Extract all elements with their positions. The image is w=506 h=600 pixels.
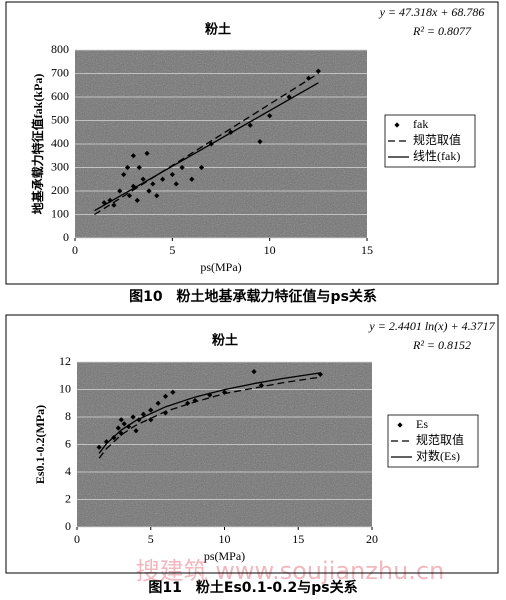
- legend-label: Es: [416, 417, 428, 431]
- data-point: [115, 425, 121, 431]
- y-tick-label: 0: [63, 230, 69, 244]
- data-point: [140, 176, 146, 182]
- y-tick-label: 300: [51, 159, 69, 173]
- y-tick-label: 500: [51, 112, 69, 126]
- x-tick-label: 15: [361, 243, 373, 257]
- chart-frame: [5, 1, 499, 285]
- y-tick-label: 400: [51, 136, 69, 150]
- data-point: [148, 407, 154, 413]
- figure-caption: 图10 粉土地基承载力特征值与ps关系: [129, 288, 377, 305]
- figure-caption: 图11 粉土Es0.1-0.2与ps关系: [148, 579, 357, 596]
- y-tick-label: 700: [51, 65, 69, 79]
- data-point: [133, 428, 139, 434]
- x-tick-label: 10: [264, 243, 276, 257]
- x-axis-label: ps(MPa): [204, 549, 245, 563]
- x-tick-label: 20: [366, 532, 378, 546]
- data-point: [130, 153, 136, 159]
- data-point: [121, 421, 127, 427]
- data-point: [146, 188, 152, 194]
- y-tick-label: 100: [51, 206, 69, 220]
- equation: y = 2.4401 ln(x) + 4.3717: [368, 319, 495, 333]
- trend-line: [98, 372, 321, 454]
- data-point: [286, 94, 292, 100]
- data-point: [173, 181, 179, 187]
- data-point: [118, 417, 124, 423]
- data-point: [179, 164, 185, 171]
- legend-label: 规范取值: [416, 432, 464, 447]
- y-tick-label: 800: [51, 42, 69, 56]
- trend-line: [94, 82, 319, 212]
- legend-box: [387, 414, 479, 468]
- data-point: [189, 176, 195, 182]
- y-tick-label: 4: [65, 464, 71, 478]
- legend-label: 线性(fak): [413, 149, 460, 163]
- data-point: [247, 122, 253, 128]
- legend-label: 对数(Es): [416, 448, 460, 463]
- x-tick-label: 5: [148, 532, 154, 546]
- equation: y = 47.318x + 68.786: [379, 5, 485, 19]
- data-point: [251, 369, 257, 375]
- data-point: [111, 202, 117, 208]
- data-point: [170, 389, 176, 395]
- data-point: [154, 193, 160, 199]
- y-tick-label: 10: [59, 381, 71, 395]
- y-tick-label: 6: [65, 436, 71, 450]
- y-tick-label: 600: [51, 89, 69, 103]
- y-tick-label: 12: [59, 354, 71, 368]
- data-point: [257, 139, 263, 145]
- x-tick-label: 0: [72, 243, 78, 257]
- data-point: [150, 181, 156, 187]
- x-tick-label: 0: [74, 532, 80, 546]
- x-tick-label: 10: [219, 532, 231, 546]
- data-point: [96, 444, 102, 450]
- legend-label: fak: [413, 117, 428, 131]
- x-tick-label: 15: [292, 532, 304, 546]
- y-axis-label: Es0.1-0.2(MPa): [33, 405, 47, 484]
- r-squared: R² = 0.8077: [412, 24, 472, 38]
- data-point: [140, 411, 146, 417]
- r-squared: R² = 0.8152: [412, 338, 471, 352]
- x-axis-label: ps(MPa): [200, 260, 241, 274]
- data-point: [130, 414, 136, 420]
- chart-title: 粉土: [205, 22, 231, 38]
- data-point: [124, 164, 131, 171]
- data-point: [267, 113, 273, 119]
- data-point: [126, 193, 133, 199]
- watermark: 搜建筑 www.soujianzhu.cn: [136, 557, 445, 585]
- legend-label: 规范取值: [413, 132, 461, 147]
- chart-title: 粉土: [212, 333, 238, 349]
- legend-marker: [394, 122, 400, 128]
- data-point: [134, 197, 140, 203]
- chart-frame: [5, 314, 499, 574]
- y-tick-label: 0: [65, 519, 71, 533]
- legend-box: [384, 114, 476, 168]
- legend-marker: [397, 422, 403, 428]
- data-point: [155, 400, 161, 406]
- y-tick-label: 2: [65, 491, 71, 505]
- y-axis-label: 地基承载力特征值fak(kPa): [30, 74, 45, 215]
- data-point: [117, 188, 123, 194]
- standard-line: [98, 376, 321, 459]
- data-point: [160, 176, 166, 182]
- x-tick-label: 5: [169, 243, 175, 257]
- data-point: [315, 68, 321, 74]
- data-point: [121, 171, 127, 178]
- data-point: [306, 75, 312, 81]
- data-point: [136, 164, 142, 171]
- y-tick-label: 8: [65, 409, 71, 423]
- y-tick-label: 200: [51, 183, 69, 197]
- data-point: [144, 150, 150, 156]
- data-point: [162, 393, 169, 399]
- data-point: [169, 171, 175, 178]
- data-point: [198, 164, 205, 171]
- standard-line: [94, 72, 319, 216]
